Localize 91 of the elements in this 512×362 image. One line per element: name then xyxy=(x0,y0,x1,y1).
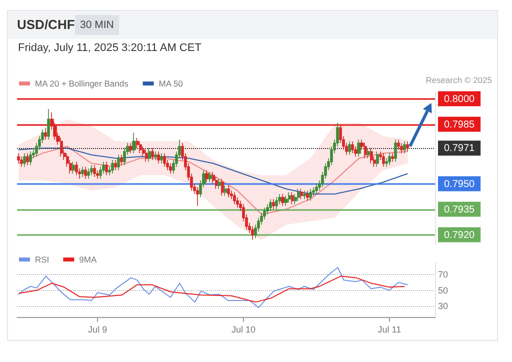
candlestick xyxy=(129,142,133,154)
candlestick xyxy=(20,156,23,168)
candlestick xyxy=(90,164,93,176)
y-tick-label: 0.7920 xyxy=(444,230,476,241)
legend-label: MA 20 + Bollinger Bands xyxy=(35,78,128,88)
candlestick xyxy=(145,149,148,162)
candlestick xyxy=(29,151,32,166)
candlestick xyxy=(160,152,163,164)
candlestick xyxy=(120,154,123,166)
text: Research © 2025 xyxy=(426,75,492,85)
candlestick xyxy=(23,152,26,168)
y-tick-label: 0.7971 xyxy=(444,143,476,154)
line-series xyxy=(18,148,408,194)
candlestick xyxy=(151,148,154,160)
chart-title: USD/CHF xyxy=(17,17,75,32)
candlestick xyxy=(47,108,50,140)
candlestick xyxy=(315,183,318,194)
x-tick-label: Jul 11 xyxy=(378,324,402,334)
candlestick xyxy=(84,166,87,180)
candlestick xyxy=(309,188,312,202)
candlestick xyxy=(208,172,212,182)
candlestick xyxy=(93,164,96,178)
candlestick xyxy=(376,151,379,168)
candlestick xyxy=(157,151,160,164)
candlestick xyxy=(275,197,278,210)
candlestick xyxy=(367,148,370,159)
x-tick-label: Jul 10 xyxy=(231,324,256,334)
candlestick xyxy=(139,140,142,154)
candlestick xyxy=(105,161,108,176)
candlestick xyxy=(224,185,227,196)
candlestick xyxy=(272,198,275,210)
candlestick xyxy=(306,190,309,202)
candlestick xyxy=(148,148,151,162)
candlestick xyxy=(281,194,285,206)
candlestick xyxy=(291,192,294,205)
candlestick xyxy=(382,152,385,168)
candlestick xyxy=(111,160,114,174)
x-tick-label: Jul 9 xyxy=(88,324,108,334)
candlestick xyxy=(403,140,406,154)
candlestick xyxy=(269,198,272,212)
candlestick xyxy=(351,140,354,154)
candlestick xyxy=(400,142,403,154)
candlestick xyxy=(251,226,254,240)
text: Friday, July 11, 2025 3:20:11 AM CET xyxy=(18,42,202,54)
candlestick xyxy=(300,188,303,200)
candlestick xyxy=(132,132,136,154)
candlestick xyxy=(406,140,409,152)
candlestick xyxy=(81,166,84,178)
y-tick-label: 70 xyxy=(438,270,448,280)
candlestick xyxy=(394,139,397,162)
y-tick-label: 0.8000 xyxy=(444,94,476,105)
legend-label: MA 50 xyxy=(158,78,184,88)
candlestick xyxy=(17,152,20,164)
candlestick xyxy=(357,139,361,157)
candlestick xyxy=(154,151,157,160)
candlestick xyxy=(44,127,47,140)
y-tick-label: 0.7950 xyxy=(444,178,476,190)
candlestick xyxy=(227,185,230,198)
candlestick xyxy=(26,152,29,166)
line-series xyxy=(18,276,406,303)
candlestick xyxy=(114,160,117,171)
line-series xyxy=(18,146,408,215)
candlestick xyxy=(72,161,75,174)
candlestick xyxy=(196,186,199,206)
candlestick xyxy=(163,152,166,168)
candlestick xyxy=(348,140,351,156)
candlestick xyxy=(218,178,221,190)
candlestick xyxy=(221,178,224,196)
chart-subtitle: 30 MIN xyxy=(75,15,119,35)
candlestick xyxy=(284,195,288,206)
candlestick xyxy=(288,192,291,203)
y-tick-label: 50 xyxy=(438,285,448,296)
candlestick xyxy=(397,139,400,150)
candlestick xyxy=(205,170,209,182)
candlestick xyxy=(87,168,90,180)
candlestick xyxy=(75,161,78,176)
y-tick-label: 0.7935 xyxy=(444,204,476,216)
y-tick-label: 30 xyxy=(438,301,448,311)
legend-label: 9MA xyxy=(79,254,97,264)
candlestick xyxy=(169,163,172,174)
candlestick xyxy=(370,148,373,164)
candlestick xyxy=(364,142,367,159)
legend-label: RSI xyxy=(35,254,50,264)
candlestick xyxy=(117,154,120,171)
candlestick xyxy=(391,152,394,162)
y-tick-label: 0.7985 xyxy=(444,119,476,130)
candlestick xyxy=(388,152,391,166)
candlestick xyxy=(297,188,300,202)
candlestick xyxy=(233,192,236,205)
candlestick xyxy=(303,190,306,200)
line-series xyxy=(18,267,408,308)
